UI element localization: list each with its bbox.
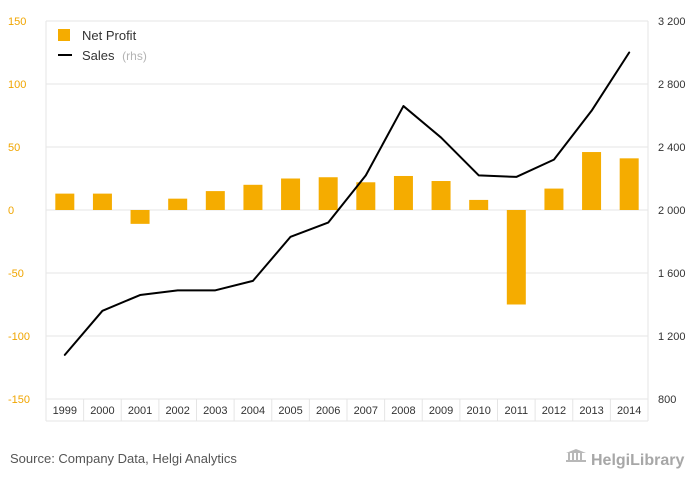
y-left-tick-label: 150 bbox=[8, 16, 26, 28]
x-tick-label: 2001 bbox=[128, 405, 152, 417]
bar-net-profit bbox=[168, 198, 188, 210]
bar-net-profit bbox=[506, 210, 526, 305]
bar-net-profit bbox=[318, 177, 338, 210]
bar-net-profit bbox=[469, 199, 489, 210]
x-tick-label: 2013 bbox=[579, 405, 603, 417]
x-tick-label: 2009 bbox=[429, 405, 453, 417]
y-right-tick-label: 2 400 bbox=[658, 142, 686, 154]
x-tick-label: 2002 bbox=[165, 405, 189, 417]
x-tick-label: 2008 bbox=[391, 405, 415, 417]
bar-net-profit bbox=[130, 210, 150, 224]
bar-net-profit bbox=[582, 152, 602, 210]
y-right-tick-label: 3 200 bbox=[658, 16, 686, 28]
x-tick-label: 2012 bbox=[542, 405, 566, 417]
x-tick-label: 2000 bbox=[90, 405, 114, 417]
library-building-icon bbox=[566, 449, 586, 462]
line-sales bbox=[63, 51, 631, 356]
axis-layer: 150 3 200 100 2 800 50 2 400 0 2 000 -50 1 600 -10… bbox=[8, 16, 686, 417]
y-left-tick-label: 0 bbox=[8, 205, 14, 217]
x-tick-label: 2011 bbox=[504, 405, 528, 417]
x-tick-label: 2006 bbox=[316, 405, 340, 417]
brand-logo: HelgiLibrary bbox=[566, 449, 684, 469]
bar-net-profit bbox=[431, 181, 451, 210]
legend-label-sales-suffix: (rhs) bbox=[122, 49, 147, 63]
y-left-tick-label: 100 bbox=[8, 79, 26, 91]
legend: Net Profit Sales (rhs) bbox=[58, 28, 147, 63]
y-left-tick-label: -50 bbox=[8, 268, 24, 280]
bar-net-profit bbox=[544, 188, 564, 210]
y-right-tick-label: 2 800 bbox=[658, 79, 686, 91]
legend-label-sales-text: Sales bbox=[82, 48, 115, 63]
bar-net-profit bbox=[281, 178, 301, 210]
y-right-tick-label: 1 200 bbox=[658, 331, 686, 343]
x-tick-label: 2010 bbox=[466, 405, 490, 417]
x-tick-label: 2014 bbox=[617, 405, 641, 417]
legend-swatch-net-profit bbox=[58, 29, 70, 41]
bar-net-profit bbox=[356, 182, 376, 210]
bar-net-profit bbox=[205, 191, 225, 210]
x-tick-label: 2005 bbox=[278, 405, 302, 417]
grid-layer bbox=[45, 20, 649, 422]
y-right-tick-label: 2 000 bbox=[658, 205, 686, 217]
y-right-tick-label: 1 600 bbox=[658, 268, 686, 280]
bar-net-profit bbox=[619, 158, 639, 210]
brand-name: HelgiLibrary bbox=[591, 452, 684, 469]
source-note: Source: Company Data, Helgi Analytics bbox=[10, 451, 237, 466]
line-layer bbox=[63, 51, 631, 356]
x-tick-label: 2003 bbox=[203, 405, 227, 417]
x-tick-label: 2007 bbox=[354, 405, 378, 417]
bar-net-profit bbox=[243, 184, 263, 210]
y-left-tick-label: 50 bbox=[8, 142, 20, 154]
x-tick-label: 2004 bbox=[241, 405, 265, 417]
y-left-tick-label: -150 bbox=[8, 394, 30, 406]
bar-layer bbox=[55, 152, 639, 305]
bar-net-profit bbox=[92, 193, 112, 210]
x-tick-label: 1999 bbox=[53, 405, 77, 417]
y-right-tick-label: 800 bbox=[658, 394, 676, 406]
y-left-tick-label: -100 bbox=[8, 331, 30, 343]
legend-label-net-profit: Net Profit bbox=[82, 28, 137, 43]
bar-net-profit bbox=[55, 193, 75, 210]
bar-net-profit bbox=[393, 175, 413, 210]
legend-label-sales: Sales (rhs) bbox=[82, 48, 147, 63]
